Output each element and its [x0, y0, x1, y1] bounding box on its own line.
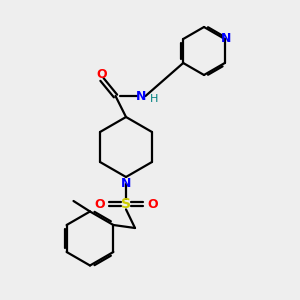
Text: N: N	[221, 32, 232, 46]
Text: O: O	[147, 197, 158, 211]
Text: S: S	[121, 197, 131, 211]
Text: O: O	[97, 68, 107, 81]
Text: H: H	[150, 94, 158, 104]
Text: N: N	[121, 177, 131, 190]
Text: N: N	[136, 89, 146, 103]
Text: O: O	[94, 197, 105, 211]
